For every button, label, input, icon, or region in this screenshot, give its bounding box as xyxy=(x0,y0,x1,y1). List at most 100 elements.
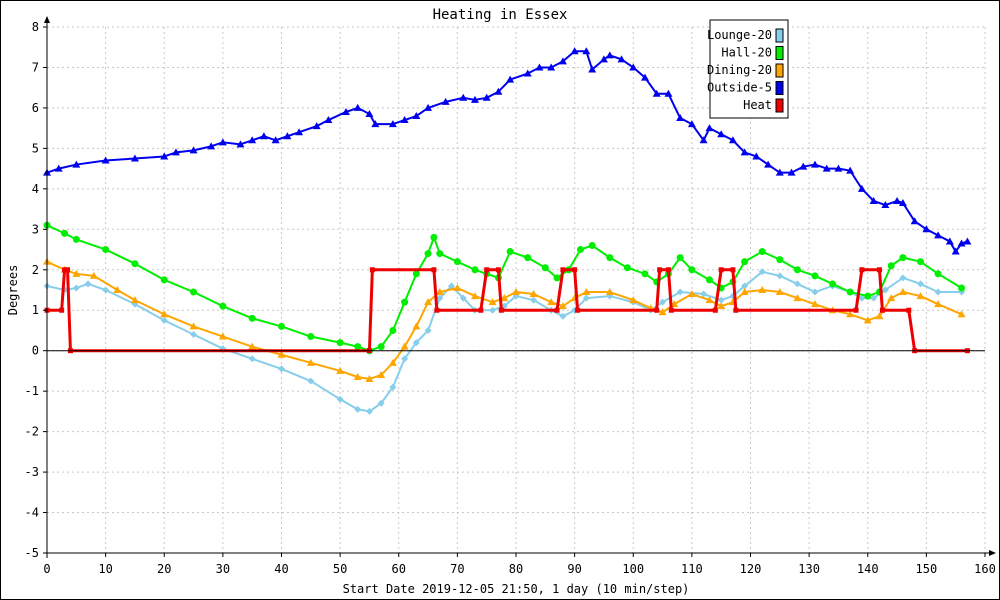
data-point-3-9 xyxy=(218,138,227,146)
data-point-3-57 xyxy=(799,162,808,170)
data-point-2-7 xyxy=(189,322,198,330)
data-point-2-53 xyxy=(957,310,966,318)
data-point-3-19 xyxy=(353,103,362,111)
legend: Lounge-20 Hall-20 Dining-20 Outside-5 Heat xyxy=(707,19,789,119)
data-point-3-52 xyxy=(740,148,749,156)
data-point-2-46 xyxy=(846,310,855,318)
x-tick-label-0: 0 xyxy=(43,562,50,576)
x-tick-label-80: 80 xyxy=(509,562,523,576)
y-tick-label-3: 3 xyxy=(32,222,39,236)
data-point-1-1 xyxy=(61,229,69,237)
legend-label-0: Lounge-20 xyxy=(707,28,772,42)
data-point-0-31 xyxy=(582,294,590,302)
data-point-2-40 xyxy=(740,288,749,296)
data-point-0-24 xyxy=(489,306,497,314)
data-point-1-9 xyxy=(278,322,285,330)
data-point-4-24 xyxy=(733,307,739,313)
series-line-2 xyxy=(46,260,962,381)
data-point-1-48 xyxy=(846,288,854,296)
data-point-3-48 xyxy=(699,136,708,144)
data-point-3-40 xyxy=(605,51,614,59)
x-tick-label-120: 120 xyxy=(740,562,762,576)
data-point-0-16 xyxy=(389,383,397,391)
data-point-1-47 xyxy=(829,280,837,288)
data-point-3-59 xyxy=(822,164,831,172)
data-point-4-16 xyxy=(575,307,581,313)
data-point-4-15 xyxy=(572,267,578,273)
legend-label-3: Outside-5 xyxy=(707,81,772,95)
data-point-1-16 xyxy=(401,298,409,306)
data-point-1-33 xyxy=(623,264,631,272)
y-tick-label--5: -5 xyxy=(25,546,39,560)
data-point-1-46 xyxy=(811,272,819,280)
data-point-2-41 xyxy=(758,286,767,293)
data-point-3-21 xyxy=(371,120,380,128)
series-line-4 xyxy=(47,268,968,353)
data-point-0-40 xyxy=(741,282,749,290)
data-point-4-20 xyxy=(668,307,674,313)
data-point-4-22 xyxy=(718,267,724,273)
data-point-4-9 xyxy=(478,307,484,313)
data-point-0-3 xyxy=(84,280,92,288)
data-point-3-14 xyxy=(283,132,292,140)
legend-swatch-3 xyxy=(775,81,784,95)
data-point-3-56 xyxy=(787,168,796,176)
x-tick-label-90: 90 xyxy=(567,562,581,576)
legend-label-2: Dining-20 xyxy=(707,63,772,77)
data-point-2-2 xyxy=(72,269,81,277)
data-point-2-20 xyxy=(435,288,444,296)
data-point-2-34 xyxy=(658,308,667,316)
data-point-2-23 xyxy=(488,298,497,306)
data-point-1-21 xyxy=(453,258,461,266)
data-point-0-19 xyxy=(424,326,432,334)
data-point-3-44 xyxy=(652,89,661,97)
data-point-1-31 xyxy=(588,241,596,249)
data-point-2-50 xyxy=(898,288,907,296)
y-tick-label--1: -1 xyxy=(25,384,39,398)
legend-swatch-1 xyxy=(775,46,784,60)
data-point-1-15 xyxy=(389,326,397,334)
data-point-3-1 xyxy=(54,164,63,172)
data-point-1-30 xyxy=(576,246,584,254)
data-point-0-42 xyxy=(776,272,784,280)
data-point-2-28 xyxy=(558,302,567,310)
data-point-3-68 xyxy=(922,225,931,233)
data-point-2-51 xyxy=(916,292,925,300)
x-tick-label-130: 130 xyxy=(798,562,820,576)
series-line-0 xyxy=(46,270,962,413)
data-point-3-50 xyxy=(717,130,726,138)
data-point-3-62 xyxy=(857,184,866,192)
data-point-0-38 xyxy=(717,296,725,304)
x-tick-label-10: 10 xyxy=(98,562,112,576)
data-point-0-13 xyxy=(354,405,362,413)
data-point-0-6 xyxy=(160,316,168,324)
y-axis-arrow xyxy=(44,16,50,23)
data-point-0-15 xyxy=(377,399,385,407)
data-point-3-41 xyxy=(617,55,626,63)
data-point-1-12 xyxy=(354,343,362,351)
data-point-1-17 xyxy=(412,270,420,278)
data-point-3-31 xyxy=(506,75,515,83)
data-point-1-38 xyxy=(688,266,696,274)
y-axis-label: Degrees xyxy=(6,265,20,316)
data-point-4-17 xyxy=(654,307,660,313)
data-point-1-39 xyxy=(705,276,713,284)
data-point-3-7 xyxy=(189,146,198,154)
data-point-3-3 xyxy=(101,156,110,164)
data-point-3-36 xyxy=(570,47,579,55)
data-point-0-52 xyxy=(934,288,942,296)
data-point-1-34 xyxy=(641,270,649,278)
data-point-0-17 xyxy=(401,355,409,363)
data-point-1-25 xyxy=(506,248,514,256)
data-point-3-69 xyxy=(934,231,943,239)
series-lounge-20 xyxy=(43,268,966,415)
data-point-3-60 xyxy=(834,164,843,172)
legend-swatch-4 xyxy=(775,98,784,113)
data-point-1-54 xyxy=(934,270,942,278)
data-point-0-11 xyxy=(307,377,315,385)
data-point-3-54 xyxy=(764,160,773,168)
data-point-2-43 xyxy=(793,294,802,302)
data-point-4-27 xyxy=(876,267,882,273)
data-point-3-43 xyxy=(640,73,649,81)
